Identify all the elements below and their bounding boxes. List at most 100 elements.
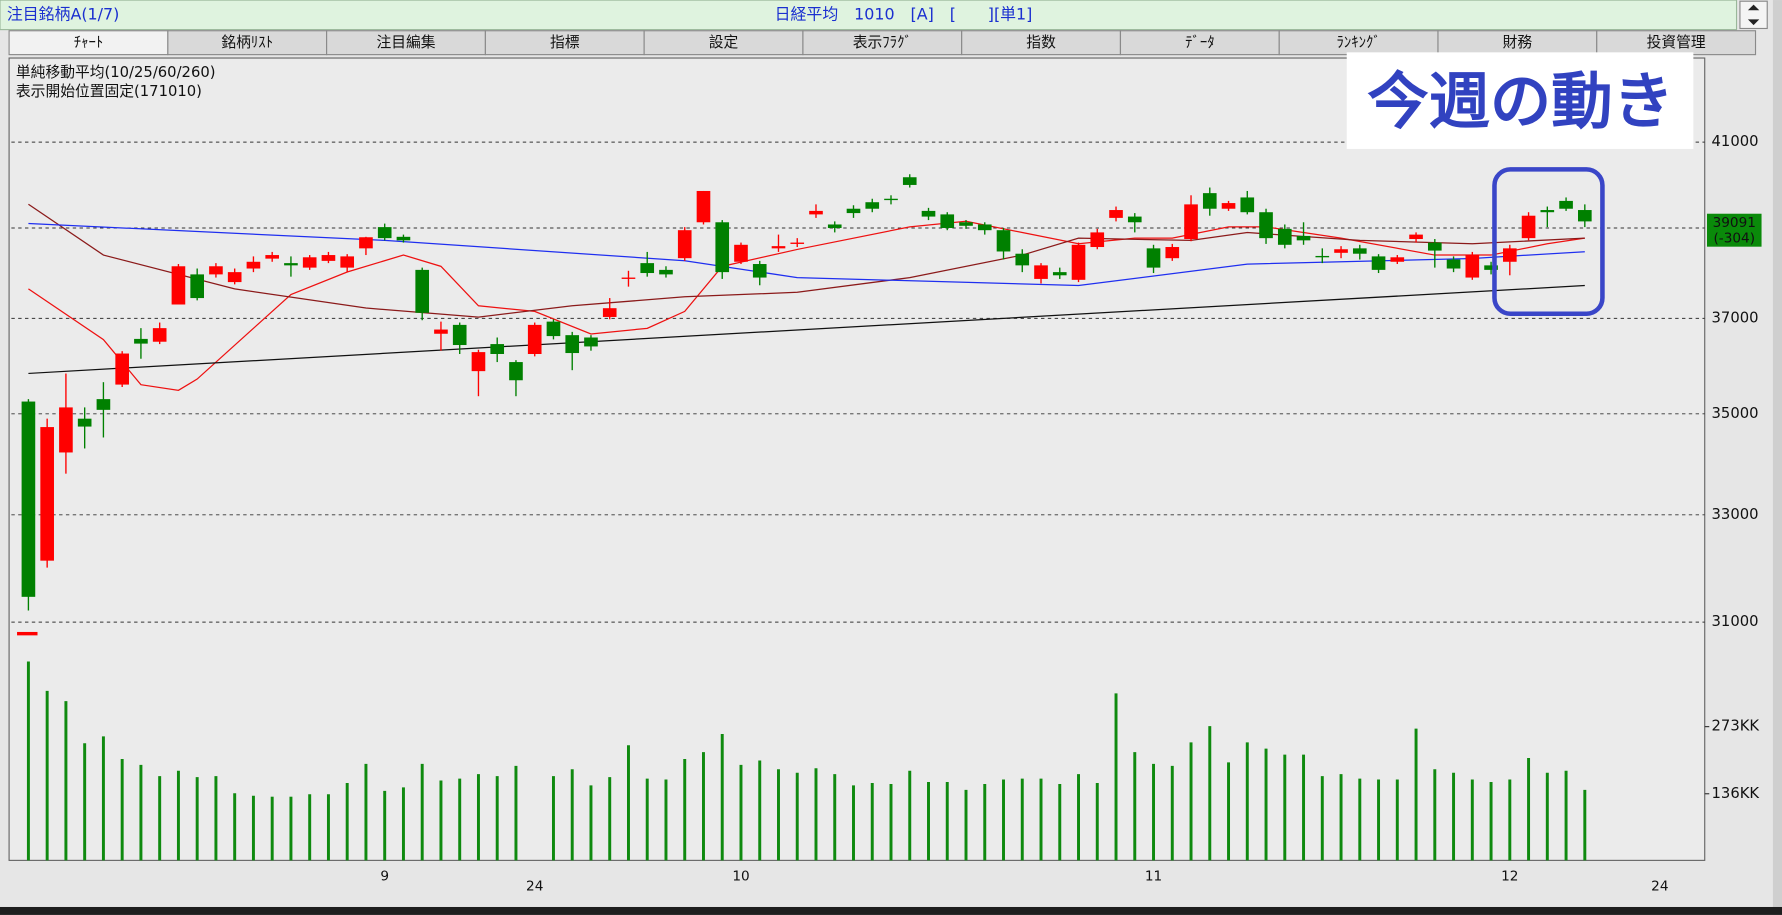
candle-body <box>940 214 955 228</box>
candle-body <box>1034 265 1048 279</box>
list-name[interactable]: 注目銘柄A(1/7) <box>7 4 120 23</box>
candle-body <box>959 222 973 226</box>
low-marker <box>17 631 38 636</box>
right-edge <box>1772 0 1782 915</box>
candle-body <box>396 236 411 241</box>
indicator-note: 単純移動平均(10/25/60/260) <box>16 64 216 81</box>
tab-label[interactable]: ﾃﾞｰﾀ <box>1185 34 1215 51</box>
candle-body <box>790 242 805 244</box>
price-tag-price: 39091 <box>1713 215 1756 231</box>
candle-body <box>1334 249 1348 253</box>
candle-body <box>565 335 580 354</box>
candle-body <box>509 362 523 381</box>
candle-body <box>1221 203 1236 209</box>
volume-tick-label: 273KK <box>1712 718 1760 735</box>
candle-body <box>1296 235 1311 241</box>
candle-body <box>152 328 167 342</box>
candle-body <box>377 227 392 239</box>
candle-body <box>321 255 336 261</box>
candle-body <box>284 263 298 266</box>
highlight <box>1492 167 1605 317</box>
candle-body <box>602 308 617 317</box>
candle-body <box>1427 242 1442 251</box>
candle-body <box>490 344 505 354</box>
spinner-arrows <box>1747 4 1760 26</box>
price-tag <box>1706 213 1762 247</box>
candle-body <box>640 263 655 274</box>
y-tick-label: 31000 <box>1712 613 1759 630</box>
candle-body <box>1109 210 1123 218</box>
candle-body <box>1502 248 1517 262</box>
candle-body <box>715 222 730 273</box>
candle-body <box>471 352 486 372</box>
candle-body <box>209 266 223 275</box>
candle-body <box>527 324 542 354</box>
bottom-bar <box>0 906 1782 915</box>
candle-body <box>227 272 242 283</box>
candle-body <box>77 418 92 427</box>
candle-body <box>359 237 373 249</box>
candle-body <box>1071 244 1086 280</box>
candle-body <box>696 190 711 223</box>
candle-body <box>884 198 898 201</box>
candle-body <box>1540 210 1555 213</box>
price-tag-change: (-304) <box>1713 231 1755 247</box>
candle-body <box>827 224 842 228</box>
tab-label[interactable]: 注目編集 <box>376 34 435 51</box>
tab-label[interactable]: ﾗﾝｷﾝｸﾞ <box>1336 34 1380 51</box>
x-tick-label: 12 <box>1501 868 1518 884</box>
candle-body <box>1052 272 1067 276</box>
y-tick-label: 37000 <box>1712 309 1759 326</box>
candle-body <box>752 264 767 278</box>
candle-body <box>659 269 673 275</box>
tab-label[interactable]: 財務 <box>1503 34 1533 51</box>
tab-label[interactable]: 指標 <box>550 34 580 51</box>
candle-body <box>734 244 748 262</box>
candle-body <box>452 324 467 346</box>
candle-body <box>865 202 880 209</box>
candle-body <box>1390 257 1405 262</box>
candle-body <box>1409 234 1423 240</box>
candle-body <box>1578 210 1592 222</box>
year-label: 24 <box>526 879 543 895</box>
candle-body <box>302 257 317 268</box>
symbol-info: 日経平均 1010 [A] [ ][単1] <box>775 4 1033 23</box>
x-tick-label: 9 <box>380 868 389 884</box>
candle-body <box>21 401 36 597</box>
candle-body <box>1446 259 1461 269</box>
y-tick-label: 35000 <box>1712 405 1759 422</box>
candle-body <box>846 208 861 214</box>
tab-label[interactable]: 設定 <box>709 34 739 51</box>
candle-body <box>902 177 917 185</box>
annotation: 今週の動き <box>1367 66 1674 137</box>
tab-label[interactable]: 表示ﾌﾗｸﾞ <box>853 34 912 51</box>
start-note: 表示開始位置固定(171010) <box>16 83 202 100</box>
candle-body <box>190 274 204 299</box>
candle-body <box>584 337 598 347</box>
candle-body <box>115 353 129 385</box>
candle-body <box>977 224 992 231</box>
x-tick-label: 10 <box>732 868 749 884</box>
candle-body <box>171 266 186 305</box>
candle-body <box>546 321 561 337</box>
y-tick-label: 33000 <box>1712 506 1759 523</box>
candle-body <box>996 230 1011 252</box>
tab-label[interactable]: 指数 <box>1026 34 1056 51</box>
candle-body <box>621 277 636 279</box>
candle-body <box>415 269 430 313</box>
top-bar <box>0 0 1738 31</box>
tab-label[interactable]: 投資管理 <box>1647 34 1706 51</box>
candle-body <box>921 210 936 217</box>
plot-frame <box>8 57 1706 861</box>
moving-average <box>28 284 1585 375</box>
tab-label[interactable]: ﾁｬｰﾄ <box>74 34 104 51</box>
candle-body <box>677 230 692 259</box>
candle-body <box>1521 215 1536 239</box>
candle-body <box>59 407 73 453</box>
tab-label[interactable]: 銘柄ﾘｽﾄ <box>221 34 273 51</box>
volume-tick-label: 136KK <box>1712 785 1760 802</box>
candle-body <box>1352 248 1367 254</box>
candle-body <box>1559 200 1573 209</box>
